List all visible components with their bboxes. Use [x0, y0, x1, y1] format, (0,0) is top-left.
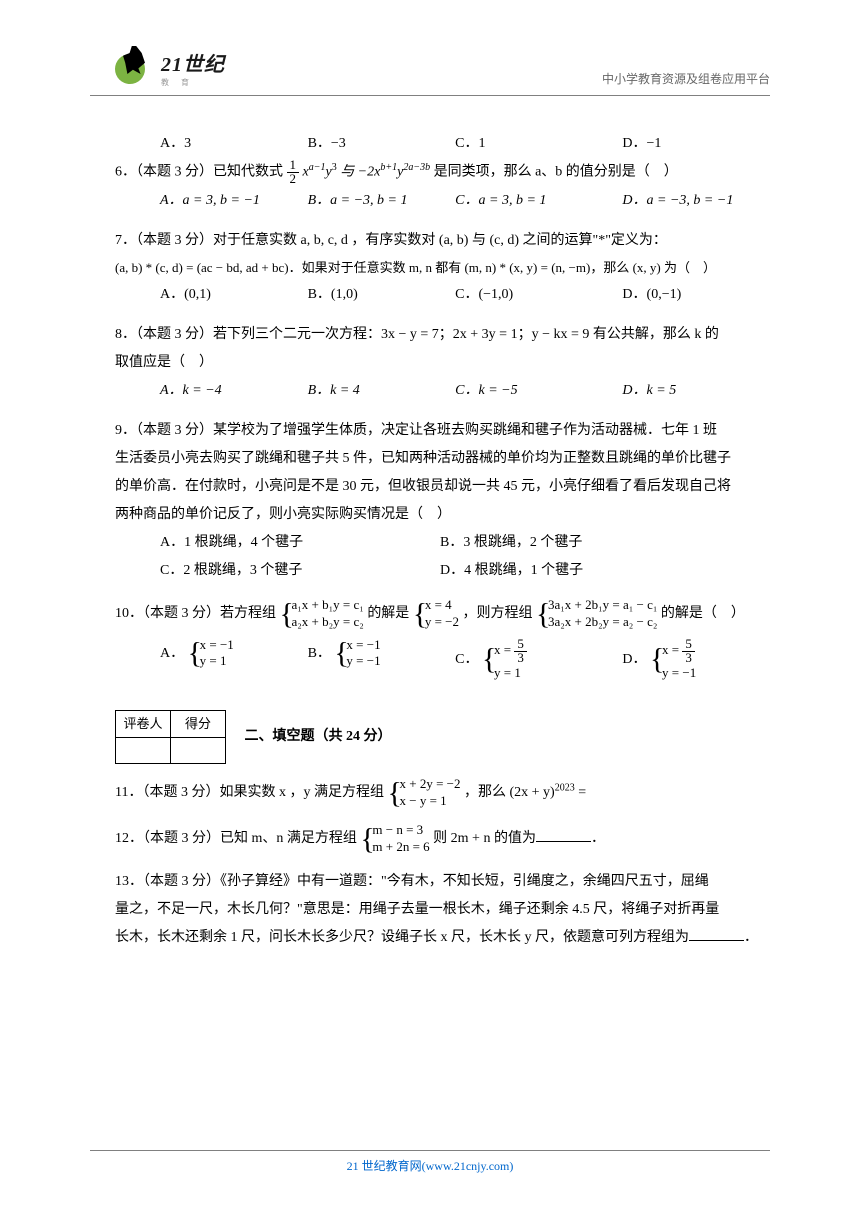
- score-th2: 得分: [171, 711, 226, 738]
- main-content: A．3 B．−3 C．1 D．−1 6．（本题 3 分）已知代数式 12 xa−…: [115, 130, 770, 952]
- q9-opt-d: D．4 根跳绳，1 个毽子: [440, 557, 720, 585]
- q8-stem2: 取值应是（ ）: [115, 349, 770, 377]
- equation-system: 3a₁x + 2b₁y = a₁ − c₁3a₂x + 2b₂y = a₂ − …: [536, 597, 657, 631]
- q7-opt-c: C．(−1,0): [455, 281, 622, 309]
- footer-text: 21 世纪教育网(www.21cnjy.com): [0, 1157, 860, 1174]
- q9-opt-c: C．2 根跳绳，3 个毽子: [160, 557, 440, 585]
- q9-options-r2: C．2 根跳绳，3 个毽子 D．4 根跳绳，1 个毽子: [115, 557, 770, 585]
- header-logo: 21世纪 教 育: [115, 48, 225, 88]
- q5-opt-a: A．3: [160, 130, 308, 158]
- q10: 10．（本题 3 分）若方程组 a₁x + b₁y = c₁a₂x + b₂y …: [115, 597, 770, 682]
- q6-opt-b: B．a = −3, b = 1: [308, 187, 456, 215]
- logo-text-main: 21世纪: [161, 48, 225, 77]
- q7-line2: (a, b) * (c, d) = (ac − bd, ad + bc)．如果对…: [115, 255, 770, 281]
- q9-opt-a: A．1 根跳绳，4 个毽子: [160, 529, 440, 557]
- q13: 13．（本题 3 分）《孙子算经》中有一道题："今有木，不知长短，引绳度之，余绳…: [115, 868, 770, 952]
- q7: 7．（本题 3 分）对于任意实数 a, b, c, d ，有序实数对 (a, b…: [115, 227, 770, 309]
- q9-l4: 两种商品的单价记反了，则小亮实际购买情况是（ ）: [115, 501, 770, 529]
- equation-system: x + 2y = −2x − y = 1: [387, 776, 460, 810]
- q10-options: A． x = −1y = 1 B． x = −1y = −1 C． x = 53…: [115, 631, 770, 682]
- q7-line1: 7．（本题 3 分）对于任意实数 a, b, c, d ，有序实数对 (a, b…: [115, 227, 770, 255]
- q7-options: A．(0,1) B．(1,0) C．(−1,0) D．(0,−1): [115, 281, 770, 309]
- q8-opt-b: B．k = 4: [308, 377, 456, 405]
- q10-opt-b: B． x = −1y = −1: [308, 637, 456, 682]
- q9-l1: 9．（本题 3 分）某学校为了增强学生体质，决定让各班去购买跳绳和毽子作为活动器…: [115, 417, 770, 445]
- footer-line: [90, 1150, 770, 1151]
- q13-l2: 量之，不足一尺，木长几何？"意思是：用绳子去量一根长木，绳子还剩余 4.5 尺，…: [115, 896, 770, 924]
- q8-opt-c: C．k = −5: [455, 377, 622, 405]
- logo-text-sub: 教 育: [161, 77, 225, 88]
- q6: 6．（本题 3 分）已知代数式 12 xa−1y3 与 −2xb+1y2a−3b…: [115, 158, 770, 215]
- q5-opt-c: C．1: [455, 130, 622, 158]
- q13-l1: 13．（本题 3 分）《孙子算经》中有一道题："今有木，不知长短，引绳度之，余绳…: [115, 868, 770, 896]
- q6-opt-c: C．a = 3, b = 1: [455, 187, 622, 215]
- q8: 8．（本题 3 分）若下列三个二元一次方程：3x − y = 7；2x + 3y…: [115, 321, 770, 405]
- section2-title: 二、填空题（共 24 分）: [245, 729, 392, 744]
- q8-stem: 8．（本题 3 分）若下列三个二元一次方程：3x − y = 7；2x + 3y…: [115, 321, 770, 349]
- q7-opt-a: A．(0,1): [160, 281, 308, 309]
- equation-system: m − n = 3m + 2n = 6: [360, 822, 429, 856]
- q8-opt-d: D．k = 5: [622, 377, 770, 405]
- logo-icon: [115, 48, 155, 88]
- q6-stem: 6．（本题 3 分）已知代数式 12 xa−1y3 与 −2xb+1y2a−3b…: [115, 158, 770, 187]
- header-line: [90, 95, 770, 96]
- q5-opt-b: B．−3: [308, 130, 456, 158]
- q12: 12．（本题 3 分）已知 m、n 满足方程组 m − n = 3m + 2n …: [115, 822, 770, 856]
- q6-opt-a: A．a = 3, b = −1: [160, 187, 308, 215]
- q5-opt-d: D．−1: [622, 130, 770, 158]
- equation-system: x = 4y = −2: [413, 597, 459, 631]
- q10-stem: 10．（本题 3 分）若方程组 a₁x + b₁y = c₁a₂x + b₂y …: [115, 597, 770, 631]
- q9-l3: 的单价高．在付款时，小亮问是不是 30 元，但收银员却说一共 45 元，小亮仔细…: [115, 473, 770, 501]
- q9-options-r1: A．1 根跳绳，4 个毽子 B．3 根跳绳，2 个毽子: [115, 529, 770, 557]
- fill-blank: [689, 940, 744, 941]
- q9: 9．（本题 3 分）某学校为了增强学生体质，决定让各班去购买跳绳和毽子作为活动器…: [115, 417, 770, 585]
- q6-opt-d: D．a = −3, b = −1: [622, 187, 770, 215]
- q8-options: A．k = −4 B．k = 4 C．k = −5 D．k = 5: [115, 377, 770, 405]
- q5-options: A．3 B．−3 C．1 D．−1: [115, 130, 770, 158]
- equation-system: a₁x + b₁y = c₁a₂x + b₂y = c₂: [280, 597, 364, 631]
- score-table: 评卷人得分: [115, 710, 226, 764]
- header-right-text: 中小学教育资源及组卷应用平台: [602, 70, 770, 87]
- q6-options: A．a = 3, b = −1 B．a = −3, b = 1 C．a = 3,…: [115, 187, 770, 215]
- q10-opt-d: D． x = 53y = −1: [622, 637, 770, 682]
- q13-l3: 长木，长木还剩余 1 尺，问长木长多少尺？设绳子长 x 尺，长木长 y 尺，依题…: [115, 924, 770, 952]
- q11: 11．（本题 3 分）如果实数 x ，y 满足方程组 x + 2y = −2x …: [115, 776, 770, 810]
- q7-opt-b: B．(1,0): [308, 281, 456, 309]
- q9-l2: 生活委员小亮去购买了跳绳和毽子共 5 件，已知两种活动器械的单价均为正整数且跳绳…: [115, 445, 770, 473]
- q10-opt-a: A． x = −1y = 1: [160, 637, 308, 682]
- q7-opt-d: D．(0,−1): [622, 281, 770, 309]
- q9-opt-b: B．3 根跳绳，2 个毽子: [440, 529, 720, 557]
- score-th1: 评卷人: [116, 711, 171, 738]
- fraction: 12: [287, 158, 300, 187]
- q10-opt-c: C． x = 53y = 1: [455, 637, 622, 682]
- fill-blank: [536, 841, 591, 842]
- q8-opt-a: A．k = −4: [160, 377, 308, 405]
- section2-header: 评卷人得分 二、填空题（共 24 分）: [115, 710, 770, 764]
